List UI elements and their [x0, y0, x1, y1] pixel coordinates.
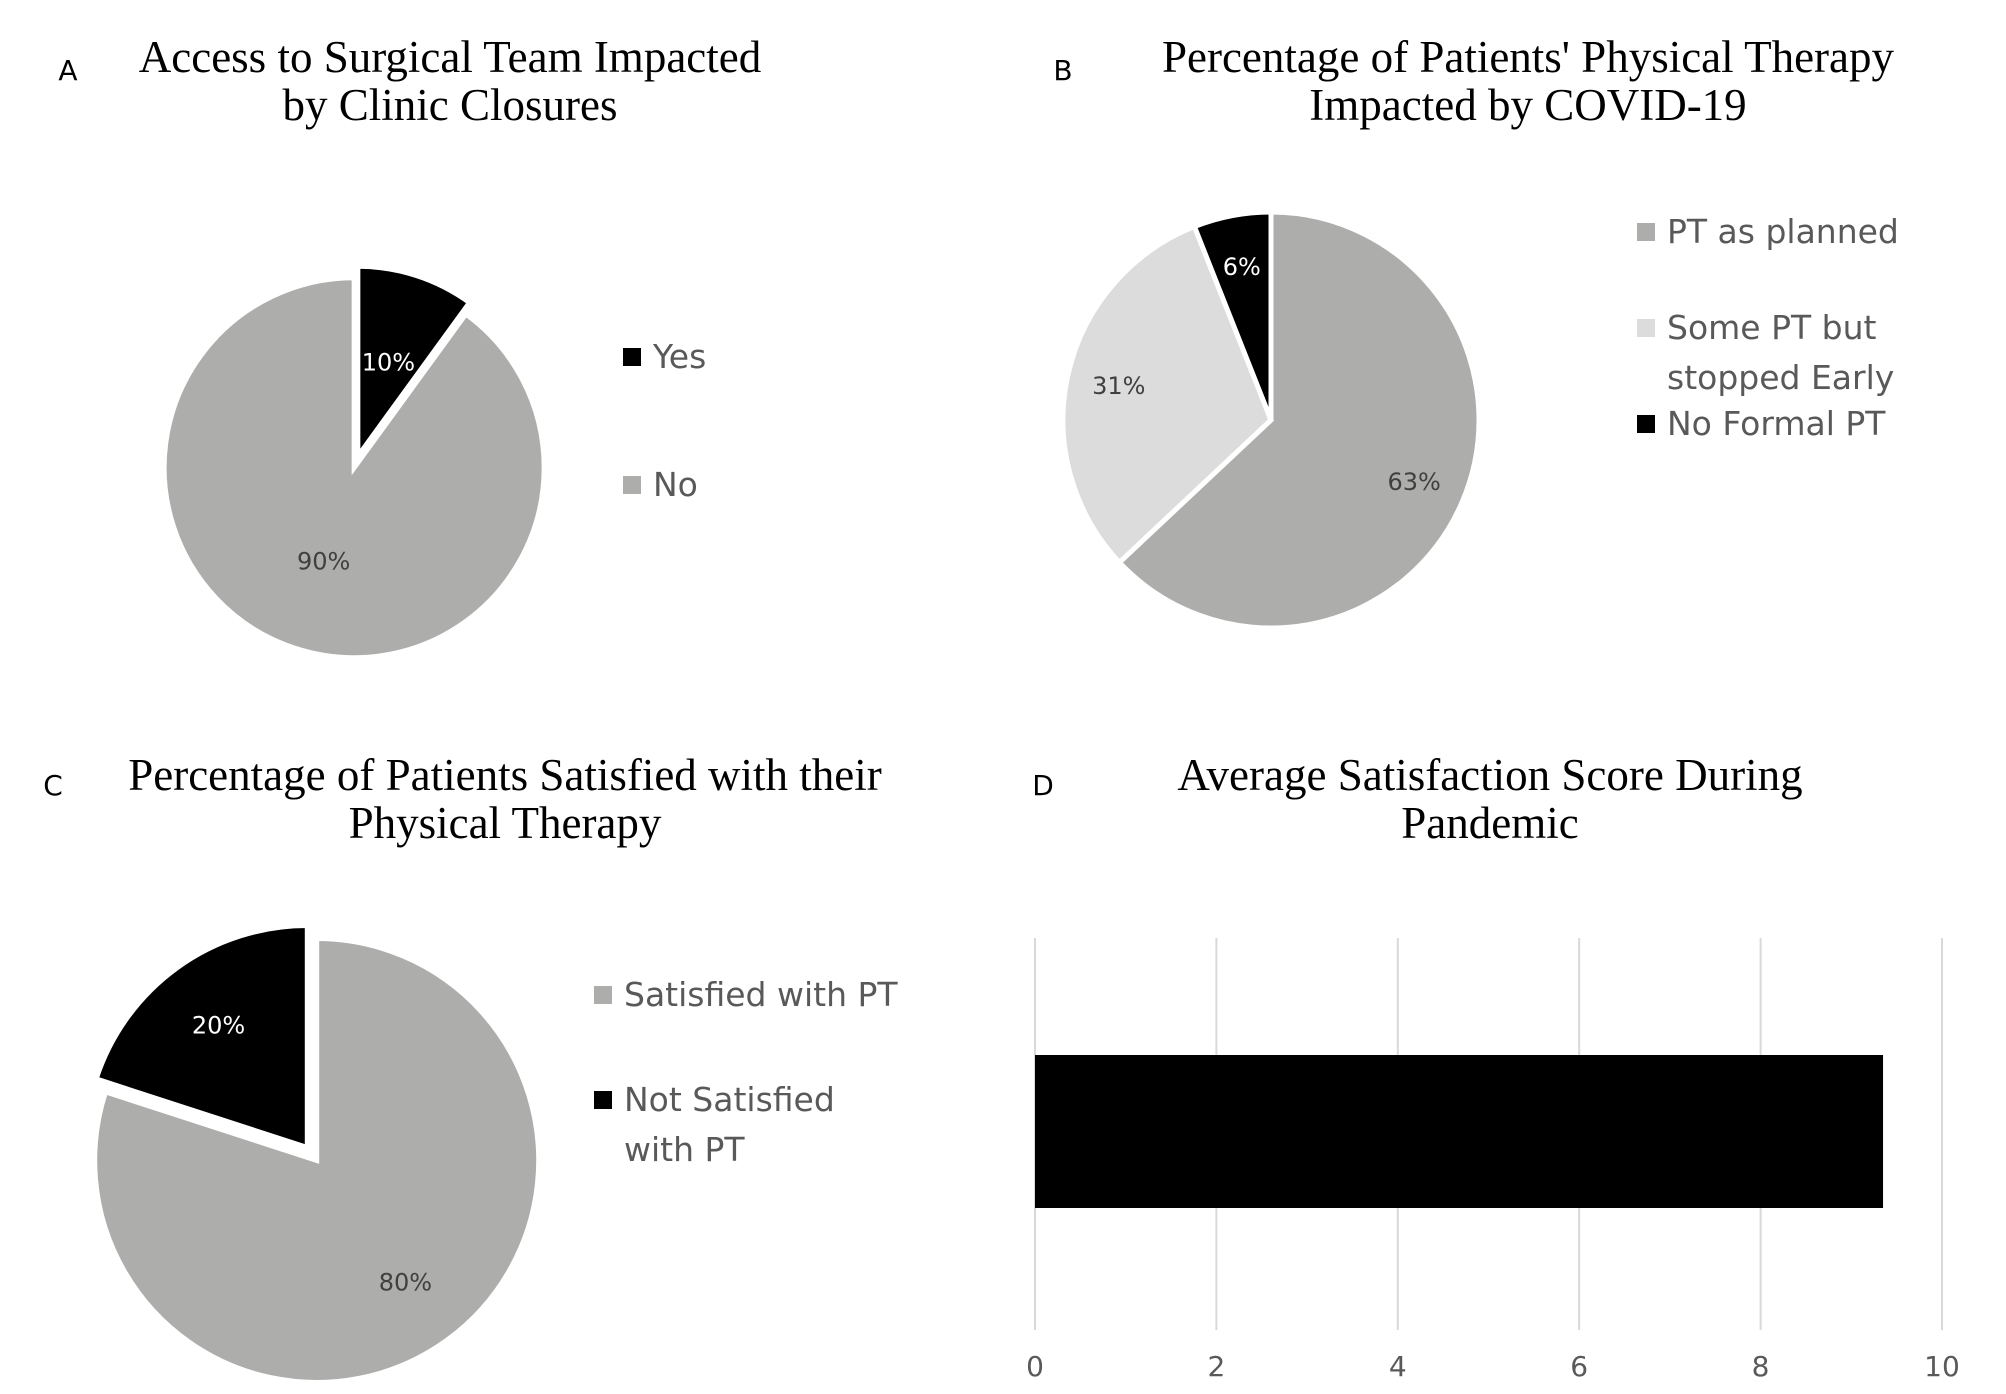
panel-b-slice-pt-as-planned [1115, 209, 1482, 631]
panel-c-letter: C [43, 769, 63, 802]
panel-c-legend-swatch-satisfied-with-pt [594, 986, 612, 1004]
panel-d-tick-label-2: 2 [1207, 1350, 1225, 1383]
panel-b-legend: PT as planned Some PT but stopped Early No … [1637, 212, 1899, 443]
panel-c-legend-label-satisfied-with-pt: Satisfied with PT [624, 975, 898, 1014]
panel-b-pie-chart: B Percentage of Patients' Physical Therap… [1053, 32, 1899, 631]
panel-a-legend-label-yes: Yes [652, 337, 706, 376]
panel-d-letter: D [1032, 769, 1054, 802]
panel-b-slice-label-no-formal-pt: 6% [1223, 253, 1261, 281]
panel-b-letter: B [1053, 54, 1072, 87]
panel-c-slice-not-satisfied-with-pt [93, 923, 310, 1151]
panel-c-slice-label-not-satisfied-with-pt: 20% [192, 1011, 245, 1039]
panel-d-title-line-1: Average Satisfaction Score During [1177, 750, 1802, 800]
panel-a-slice-no [161, 275, 547, 661]
panel-c-legend-label-not-satisfied-with-pt-line-2: with PT [624, 1130, 745, 1169]
panel-a-legend-swatch-yes [623, 348, 641, 366]
panel-b-legend-label-some-pt-but-stopped-early-line-1: Some PT but [1667, 308, 1876, 347]
panel-c-title-line-1: Percentage of Patients Satisfied with th… [128, 750, 882, 800]
panel-b-slice-no-formal-pt [1191, 209, 1274, 421]
panel-a-slices [161, 263, 547, 661]
panel-a-slice-label-no: 90% [297, 548, 350, 576]
panel-c-legend-swatch-not-satisfied-with-pt [594, 1091, 612, 1109]
panel-a-slice-label-yes: 10% [362, 348, 415, 376]
panel-a-legend-swatch-no [623, 476, 641, 494]
panel-b-legend-swatch-some-pt-but-stopped-early [1637, 319, 1655, 337]
panel-b-slice-label-pt-as-planned: 63% [1387, 468, 1440, 496]
panel-b-legend-label-no-formal-pt: No Formal PT [1667, 404, 1886, 443]
panel-a-letter: A [58, 54, 77, 87]
panel-c-slices [92, 923, 542, 1385]
panel-b-legend-swatch-no-formal-pt [1637, 415, 1655, 433]
panel-b-slice-some-pt-but-stopped-early [1060, 223, 1274, 566]
panel-d-bar-chart: D Average Satisfaction Score DuringPandem… [1026, 750, 1960, 1383]
panel-d-title-line-2: Pandemic [1401, 798, 1578, 848]
panel-a-slice-yes [355, 263, 474, 464]
panel-c-legend: Satisfied with PT Not Satisfied with PT [594, 975, 898, 1169]
panel-d-tick-label-6: 6 [1570, 1350, 1588, 1383]
panel-c-legend-label-not-satisfied-with-pt-line-1: Not Satisfied [624, 1080, 835, 1119]
panel-d-tick-label-8: 8 [1752, 1350, 1770, 1383]
panel-b-title-line-1: Percentage of Patients' Physical Therapy [1162, 32, 1895, 82]
panel-b-legend-label-some-pt-but-stopped-early-line-2: stopped Early [1667, 358, 1894, 397]
panel-a-title-line-1: Access to Surgical Team Impacted [139, 32, 762, 82]
panel-d-tick-label-4: 4 [1389, 1350, 1407, 1383]
panel-b-legend-label-pt-as-planned: PT as planned [1667, 212, 1899, 251]
panel-b-slice-label-some-pt-but-stopped-early: 31% [1092, 372, 1145, 400]
panel-c-title-line-2: Physical Therapy [349, 798, 662, 848]
panel-b-legend-swatch-pt-as-planned [1637, 223, 1655, 241]
panel-c-slice-label-satisfied-with-pt: 80% [379, 1269, 432, 1297]
panel-a-title-line-2: by Clinic Closures [283, 80, 618, 130]
panel-a-legend: Yes No [623, 337, 706, 504]
panel-c-pie-chart: C Percentage of Patients Satisfied with t… [43, 750, 898, 1385]
panel-d-tick-label-10: 10 [1924, 1350, 1960, 1383]
panel-a-legend-label-no: No [653, 465, 698, 504]
panel-d-bar-1 [1035, 1055, 1884, 1208]
panel-b-title-line-2: Impacted by COVID-19 [1309, 80, 1746, 130]
panel-d-tick-label-0: 0 [1026, 1350, 1044, 1383]
panel-c-slice-satisfied-with-pt [92, 935, 542, 1385]
panel-d-x-axis-ticks: 0 2 4 6 8 10 [1026, 1350, 1960, 1383]
panel-b-slices [1060, 209, 1482, 631]
